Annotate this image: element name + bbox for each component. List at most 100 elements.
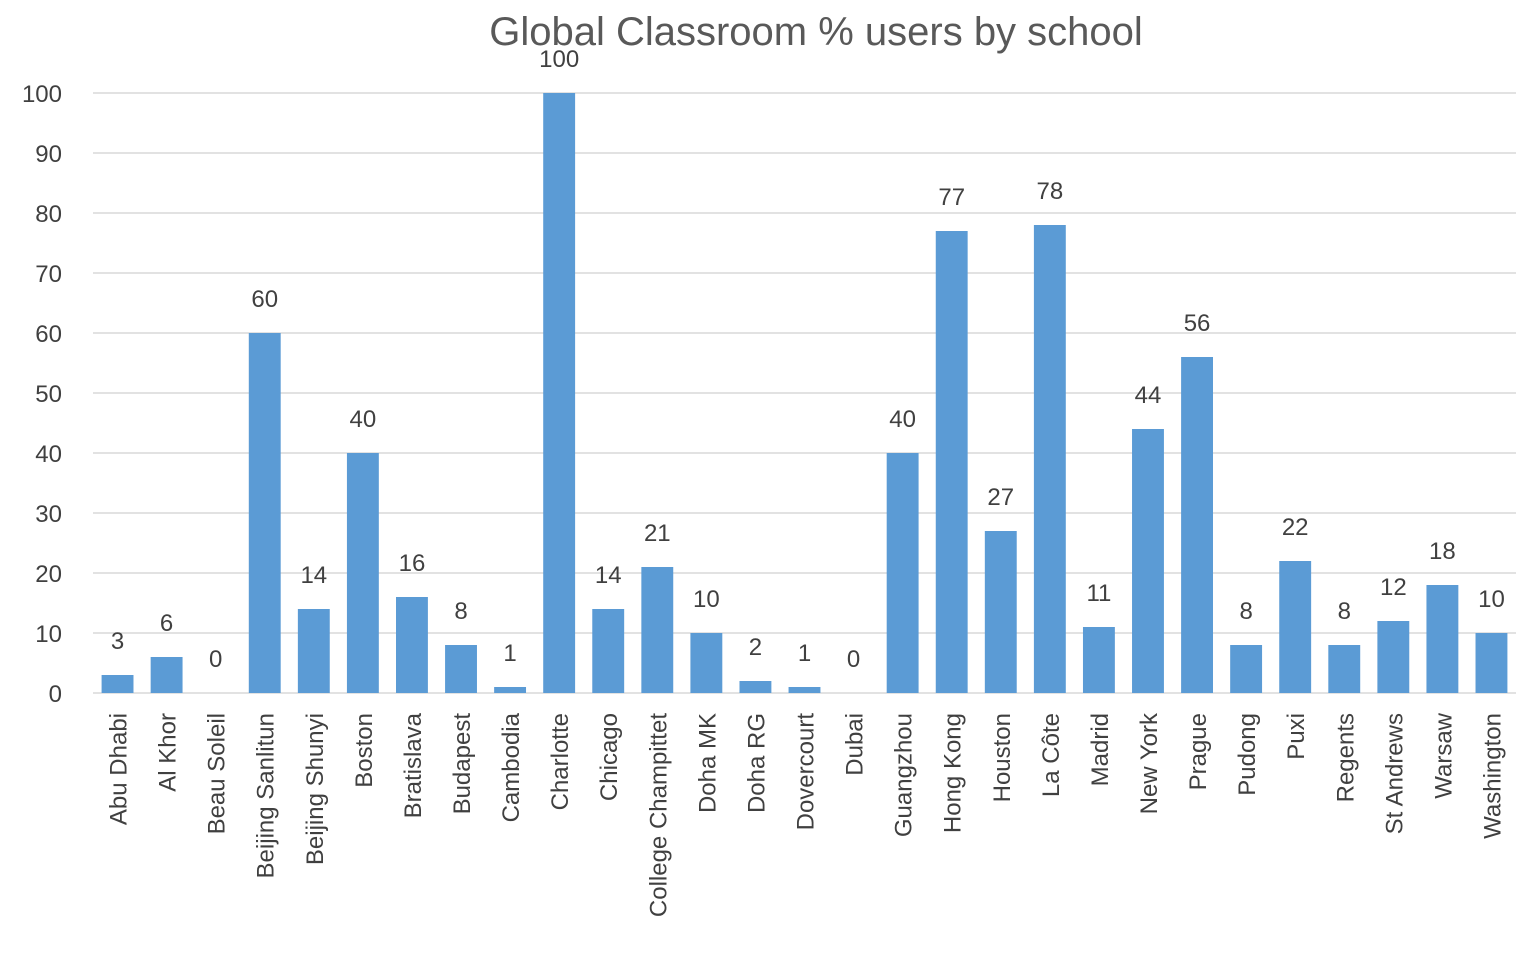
category-label: Abu Dhabi bbox=[106, 713, 133, 825]
bar bbox=[690, 633, 723, 693]
category-label: Madrid bbox=[1087, 713, 1114, 786]
bar bbox=[543, 93, 576, 693]
data-label: 10 bbox=[1478, 586, 1505, 613]
data-label: 21 bbox=[644, 520, 671, 547]
bar bbox=[935, 231, 968, 693]
data-label: 44 bbox=[1135, 382, 1162, 409]
category-label: Hong Kong bbox=[940, 713, 967, 833]
y-tick-label: 0 bbox=[49, 681, 62, 708]
bar bbox=[346, 453, 379, 693]
bar bbox=[1132, 429, 1164, 693]
y-tick-label: 30 bbox=[35, 501, 62, 528]
data-label: 22 bbox=[1282, 514, 1309, 541]
bar bbox=[445, 645, 477, 693]
category-label: La Côte bbox=[1038, 713, 1065, 797]
category-label: Beijing Sanlitun bbox=[253, 713, 280, 878]
data-label: 11 bbox=[1086, 580, 1111, 607]
data-label: 40 bbox=[889, 406, 916, 433]
data-label: 8 bbox=[1239, 598, 1252, 625]
bar bbox=[739, 681, 772, 693]
bar bbox=[1426, 585, 1459, 693]
category-label: Regents bbox=[1332, 713, 1359, 802]
category-label: Pudong bbox=[1234, 713, 1261, 796]
category-label: Bratislava bbox=[400, 712, 427, 818]
category-label: College Champittet bbox=[645, 713, 672, 917]
data-label: 16 bbox=[399, 550, 426, 577]
category-label: Guangzhou bbox=[891, 713, 918, 837]
bar bbox=[150, 657, 183, 693]
bar bbox=[1033, 225, 1066, 693]
y-tick-label: 90 bbox=[35, 141, 62, 168]
category-label: St Andrews bbox=[1381, 713, 1408, 834]
data-label: 14 bbox=[300, 562, 327, 589]
data-label: 1 bbox=[798, 640, 811, 667]
data-label: 10 bbox=[693, 586, 720, 613]
category-label: Puxi bbox=[1283, 713, 1310, 760]
bar bbox=[1377, 621, 1410, 693]
category-label: Doha RG bbox=[743, 713, 770, 813]
bar bbox=[101, 675, 134, 693]
y-tick-label: 100 bbox=[22, 81, 62, 108]
category-label: Washington bbox=[1479, 713, 1506, 839]
data-label: 14 bbox=[595, 562, 622, 589]
x-axis-categories: Abu Dhabi Al Khor Beau Soleil Beijing Sanli… bbox=[106, 712, 1507, 917]
category-label: Charlotte bbox=[547, 713, 574, 810]
data-label: 8 bbox=[454, 598, 467, 625]
data-label: 60 bbox=[251, 286, 278, 313]
chart-title: Global Classroom % users by school bbox=[489, 10, 1143, 54]
category-label: Doha MK bbox=[694, 713, 721, 813]
bar bbox=[494, 687, 527, 693]
data-label: 0 bbox=[847, 646, 860, 673]
category-label: Beijing Shunyi bbox=[302, 713, 329, 865]
category-label: Houston bbox=[989, 713, 1016, 802]
category-label: Cambodia bbox=[498, 712, 525, 822]
data-label: 6 bbox=[160, 610, 173, 637]
y-axis-ticks: 0 10 20 30 40 50 60 70 80 90 100 bbox=[22, 81, 62, 708]
category-label: Budapest bbox=[449, 713, 476, 815]
data-label: 2 bbox=[749, 634, 762, 661]
bar bbox=[788, 687, 821, 693]
gridlines bbox=[93, 92, 1516, 694]
bar bbox=[1082, 627, 1115, 693]
bar bbox=[1475, 633, 1508, 693]
y-tick-label: 40 bbox=[35, 441, 62, 468]
bar bbox=[1279, 561, 1312, 693]
category-label: New York bbox=[1136, 712, 1163, 814]
bar bbox=[248, 333, 281, 693]
bars bbox=[101, 93, 1508, 693]
category-label: Chicago bbox=[596, 713, 623, 801]
data-label: 12 bbox=[1380, 574, 1407, 601]
data-label: 27 bbox=[987, 484, 1014, 511]
y-tick-label: 70 bbox=[35, 261, 62, 288]
y-tick-label: 60 bbox=[35, 321, 62, 348]
bar bbox=[396, 597, 428, 693]
category-label: Boston bbox=[351, 713, 378, 788]
category-label: Dubai bbox=[842, 713, 869, 776]
y-tick-label: 10 bbox=[35, 621, 62, 648]
bar bbox=[297, 609, 330, 693]
category-label: Dovercourt bbox=[793, 713, 820, 831]
bar bbox=[641, 567, 674, 693]
data-label: 18 bbox=[1429, 538, 1456, 565]
data-label: 100 bbox=[539, 46, 579, 73]
bar bbox=[1181, 357, 1213, 693]
data-label: 78 bbox=[1036, 178, 1063, 205]
bar bbox=[592, 609, 625, 693]
category-label: Beau Soleil bbox=[204, 713, 231, 834]
y-tick-label: 20 bbox=[35, 561, 62, 588]
y-tick-label: 80 bbox=[35, 201, 62, 228]
category-label: Warsaw bbox=[1430, 712, 1457, 798]
category-label: Al Khor bbox=[155, 713, 182, 792]
data-label: 3 bbox=[111, 628, 124, 655]
data-label: 77 bbox=[938, 184, 965, 211]
y-tick-label: 50 bbox=[35, 381, 62, 408]
category-label: Prague bbox=[1185, 713, 1212, 790]
bar bbox=[984, 531, 1017, 693]
data-label: 0 bbox=[209, 646, 222, 673]
bar bbox=[886, 453, 919, 693]
bar bbox=[1328, 645, 1361, 693]
data-label: 40 bbox=[350, 406, 377, 433]
